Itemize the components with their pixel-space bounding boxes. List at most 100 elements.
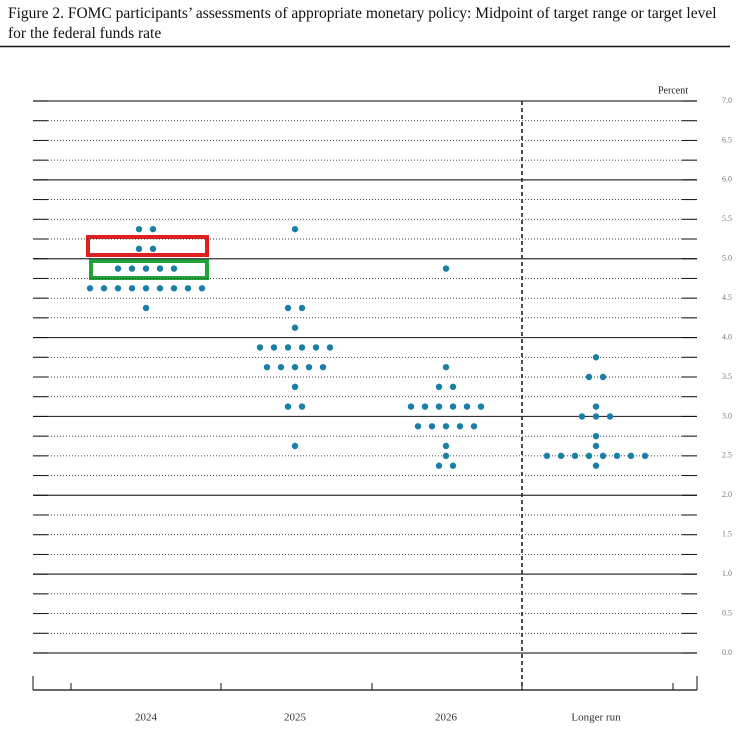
dot: [326, 344, 334, 351]
dot: [291, 324, 299, 331]
dot: [592, 442, 600, 450]
y-tick-label: 3.0: [722, 411, 732, 420]
dot: [414, 423, 422, 430]
dot: [142, 304, 150, 312]
x-tick-label: Longer run: [571, 712, 621, 724]
dot: [319, 363, 327, 371]
dot: [100, 285, 108, 292]
dot: [449, 403, 457, 410]
dot: [270, 344, 278, 351]
dot: [435, 403, 443, 410]
dot: [599, 452, 607, 460]
dot: [149, 225, 157, 233]
dot: [428, 423, 436, 430]
dot: [128, 285, 136, 292]
y-tick-label: 5.5: [722, 214, 732, 223]
dot: [284, 403, 292, 410]
dot: [256, 344, 264, 351]
dot: [442, 442, 450, 450]
y-tick-label: 0.5: [722, 608, 732, 617]
dot: [435, 383, 443, 391]
dot: [135, 245, 143, 253]
dot: [284, 304, 292, 312]
y-tick-label: 5.0: [722, 254, 732, 263]
dot: [156, 285, 164, 292]
dot: [291, 442, 299, 450]
dot: [442, 363, 450, 371]
x-tick-label: 2026: [435, 712, 458, 724]
dot: [170, 265, 178, 272]
dot: [142, 285, 150, 292]
dot: [128, 265, 136, 272]
y-tick-label: 7.0: [722, 96, 732, 105]
y-tick-label: 1.0: [722, 569, 732, 578]
dot: [298, 403, 306, 410]
dot: [592, 462, 600, 469]
dot: [277, 363, 285, 371]
dot: [135, 225, 143, 233]
dot: [298, 304, 306, 312]
y-tick-label: 4.0: [722, 332, 732, 341]
dot: [606, 413, 614, 420]
chart-title: Figure 2. FOMC participants’ assessments…: [8, 5, 717, 42]
dot: [184, 285, 192, 292]
y-axis-label: Percent: [658, 85, 688, 96]
dot: [86, 285, 94, 292]
dot: [442, 423, 450, 430]
dot: [298, 344, 306, 351]
x-tick-label: 2024: [135, 712, 158, 724]
dot: [613, 452, 621, 460]
dot: [284, 344, 292, 351]
dot: [449, 383, 457, 391]
x-tick-label: 2025: [284, 712, 307, 724]
dot: [435, 462, 443, 469]
dot: [557, 452, 565, 460]
dot: [571, 452, 579, 460]
dot: [592, 413, 600, 420]
dot: [263, 363, 271, 371]
y-tick-label: 4.5: [722, 293, 732, 302]
dot: [291, 225, 299, 233]
dot: [592, 432, 600, 440]
dot: [142, 265, 150, 272]
dot: [543, 452, 551, 460]
dot: [407, 403, 415, 410]
y-tick-label: 2.0: [722, 490, 732, 499]
dot: [585, 373, 593, 381]
dot: [198, 285, 206, 292]
dot: [305, 363, 313, 371]
dot: [170, 285, 178, 292]
dot: [449, 462, 457, 469]
y-tick-label: 6.5: [722, 135, 732, 144]
dot: [641, 452, 649, 460]
highlight-box: [86, 235, 209, 257]
dot: [585, 452, 593, 460]
highlight-box: [89, 259, 209, 280]
y-tick-label: 2.5: [722, 451, 732, 460]
dot: [114, 285, 122, 292]
dot: [442, 452, 450, 460]
dot: [592, 403, 600, 410]
dot: [456, 423, 464, 430]
dot: [578, 413, 586, 420]
y-tick-label: 0.0: [722, 648, 732, 657]
dot: [312, 344, 320, 351]
dot: [156, 265, 164, 272]
y-tick-label: 6.0: [722, 175, 732, 184]
dot: [592, 354, 600, 361]
dot: [114, 265, 122, 272]
dot: [599, 373, 607, 381]
dot: [291, 383, 299, 391]
dot: [442, 265, 450, 272]
dot: [421, 403, 429, 410]
dot: [470, 423, 478, 430]
dot: [463, 403, 471, 410]
dot: [291, 363, 299, 371]
y-tick-label: 1.5: [722, 530, 732, 539]
y-tick-label: 3.5: [722, 372, 732, 381]
dot: [477, 403, 485, 410]
dot: [627, 452, 635, 460]
dot: [149, 245, 157, 253]
